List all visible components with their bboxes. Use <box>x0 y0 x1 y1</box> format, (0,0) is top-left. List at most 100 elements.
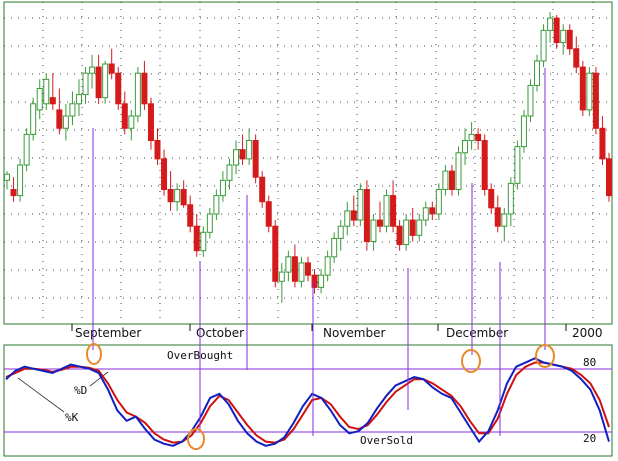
candle-body <box>219 179 226 197</box>
candle-body <box>462 140 469 154</box>
candle-body <box>442 170 449 190</box>
candle-body <box>468 133 475 142</box>
candle-body <box>23 133 30 166</box>
candlestick <box>115 67 122 110</box>
candle-body <box>383 195 390 227</box>
candlestick <box>17 158 24 202</box>
candlestick <box>599 116 606 165</box>
candlestick <box>180 180 187 208</box>
candlestick <box>23 128 30 172</box>
candle-body <box>167 188 174 203</box>
candle-body <box>272 225 279 282</box>
candle-body <box>566 29 573 50</box>
candle-body <box>599 127 606 160</box>
candle-body <box>403 219 410 246</box>
candlestick <box>272 220 279 288</box>
signal-markers <box>86 343 555 450</box>
candlestick <box>455 146 462 196</box>
candlestick <box>128 109 135 141</box>
candlestick <box>134 67 141 123</box>
candle-body <box>128 115 135 129</box>
candlestick <box>566 24 573 55</box>
candle-body <box>43 78 50 105</box>
candlestick <box>403 213 410 251</box>
candlestick <box>560 24 567 55</box>
candle-body <box>481 140 488 190</box>
candle-body <box>547 17 554 31</box>
candlestick <box>49 73 56 110</box>
candlestick <box>592 67 599 135</box>
x-tick-label: September <box>75 326 141 340</box>
candle-body <box>265 201 272 227</box>
candlestick <box>36 79 43 120</box>
candle-body <box>187 204 194 227</box>
candle-body <box>396 225 403 246</box>
candle-body <box>278 271 285 282</box>
candle-body <box>376 219 383 227</box>
candlestick <box>141 60 148 110</box>
candlestick <box>481 134 488 196</box>
percent-d-label: %D <box>74 384 87 397</box>
candlestick <box>324 250 331 282</box>
candlestick <box>43 73 50 110</box>
candlestick <box>344 201 351 236</box>
candle-body <box>318 274 325 288</box>
candlestick <box>108 48 115 80</box>
candle-body <box>586 72 593 111</box>
candle-body <box>10 188 17 197</box>
candle-body <box>4 173 10 181</box>
candlestick <box>193 213 200 257</box>
candle-body <box>592 72 599 129</box>
candlestick <box>89 54 96 89</box>
candle-body <box>501 213 508 227</box>
candle-body <box>89 66 96 74</box>
candle-body <box>357 188 364 221</box>
candlestick <box>606 152 612 202</box>
candlestick <box>350 195 357 227</box>
percent-d-pointer <box>89 371 109 387</box>
candle-body <box>200 231 207 252</box>
candlestick <box>547 12 554 43</box>
percent-k-label: %K <box>65 411 79 424</box>
candlestick <box>62 103 69 141</box>
candle-body <box>534 60 541 86</box>
candle-body <box>606 158 612 197</box>
candle-body <box>69 103 76 117</box>
candle-body <box>573 48 580 68</box>
candlestick <box>383 189 390 233</box>
level-20-label: 20 <box>583 432 596 445</box>
candlestick <box>69 91 76 126</box>
candlestick <box>468 122 475 150</box>
candlestick <box>291 244 298 288</box>
candlestick <box>422 201 429 227</box>
candlestick <box>540 24 547 68</box>
candlestick <box>298 256 305 288</box>
candle-body <box>514 146 521 184</box>
candlestick <box>233 140 240 175</box>
candlestick <box>167 171 174 211</box>
candlestick <box>10 177 17 202</box>
candle-body <box>311 274 318 288</box>
candlestick <box>239 134 246 165</box>
candlestick <box>390 180 397 233</box>
candle-body <box>331 237 338 258</box>
candle-body <box>226 164 233 181</box>
signal-circle <box>86 343 102 365</box>
candle-body <box>75 94 82 105</box>
candle-body <box>82 72 89 96</box>
candle-body <box>56 109 63 129</box>
candle-body <box>390 195 397 227</box>
candlestick <box>579 60 586 117</box>
candlestick <box>219 171 226 202</box>
candlestick <box>206 207 213 239</box>
candle-body <box>435 188 442 215</box>
candlestick <box>337 220 344 251</box>
candle-body <box>370 219 377 243</box>
candle-body <box>344 210 351 227</box>
candlestick <box>527 79 534 123</box>
level-80-label: 80 <box>583 356 596 369</box>
x-tick-label: October <box>196 326 244 340</box>
candle-body <box>141 72 148 105</box>
candle-body <box>416 219 423 236</box>
